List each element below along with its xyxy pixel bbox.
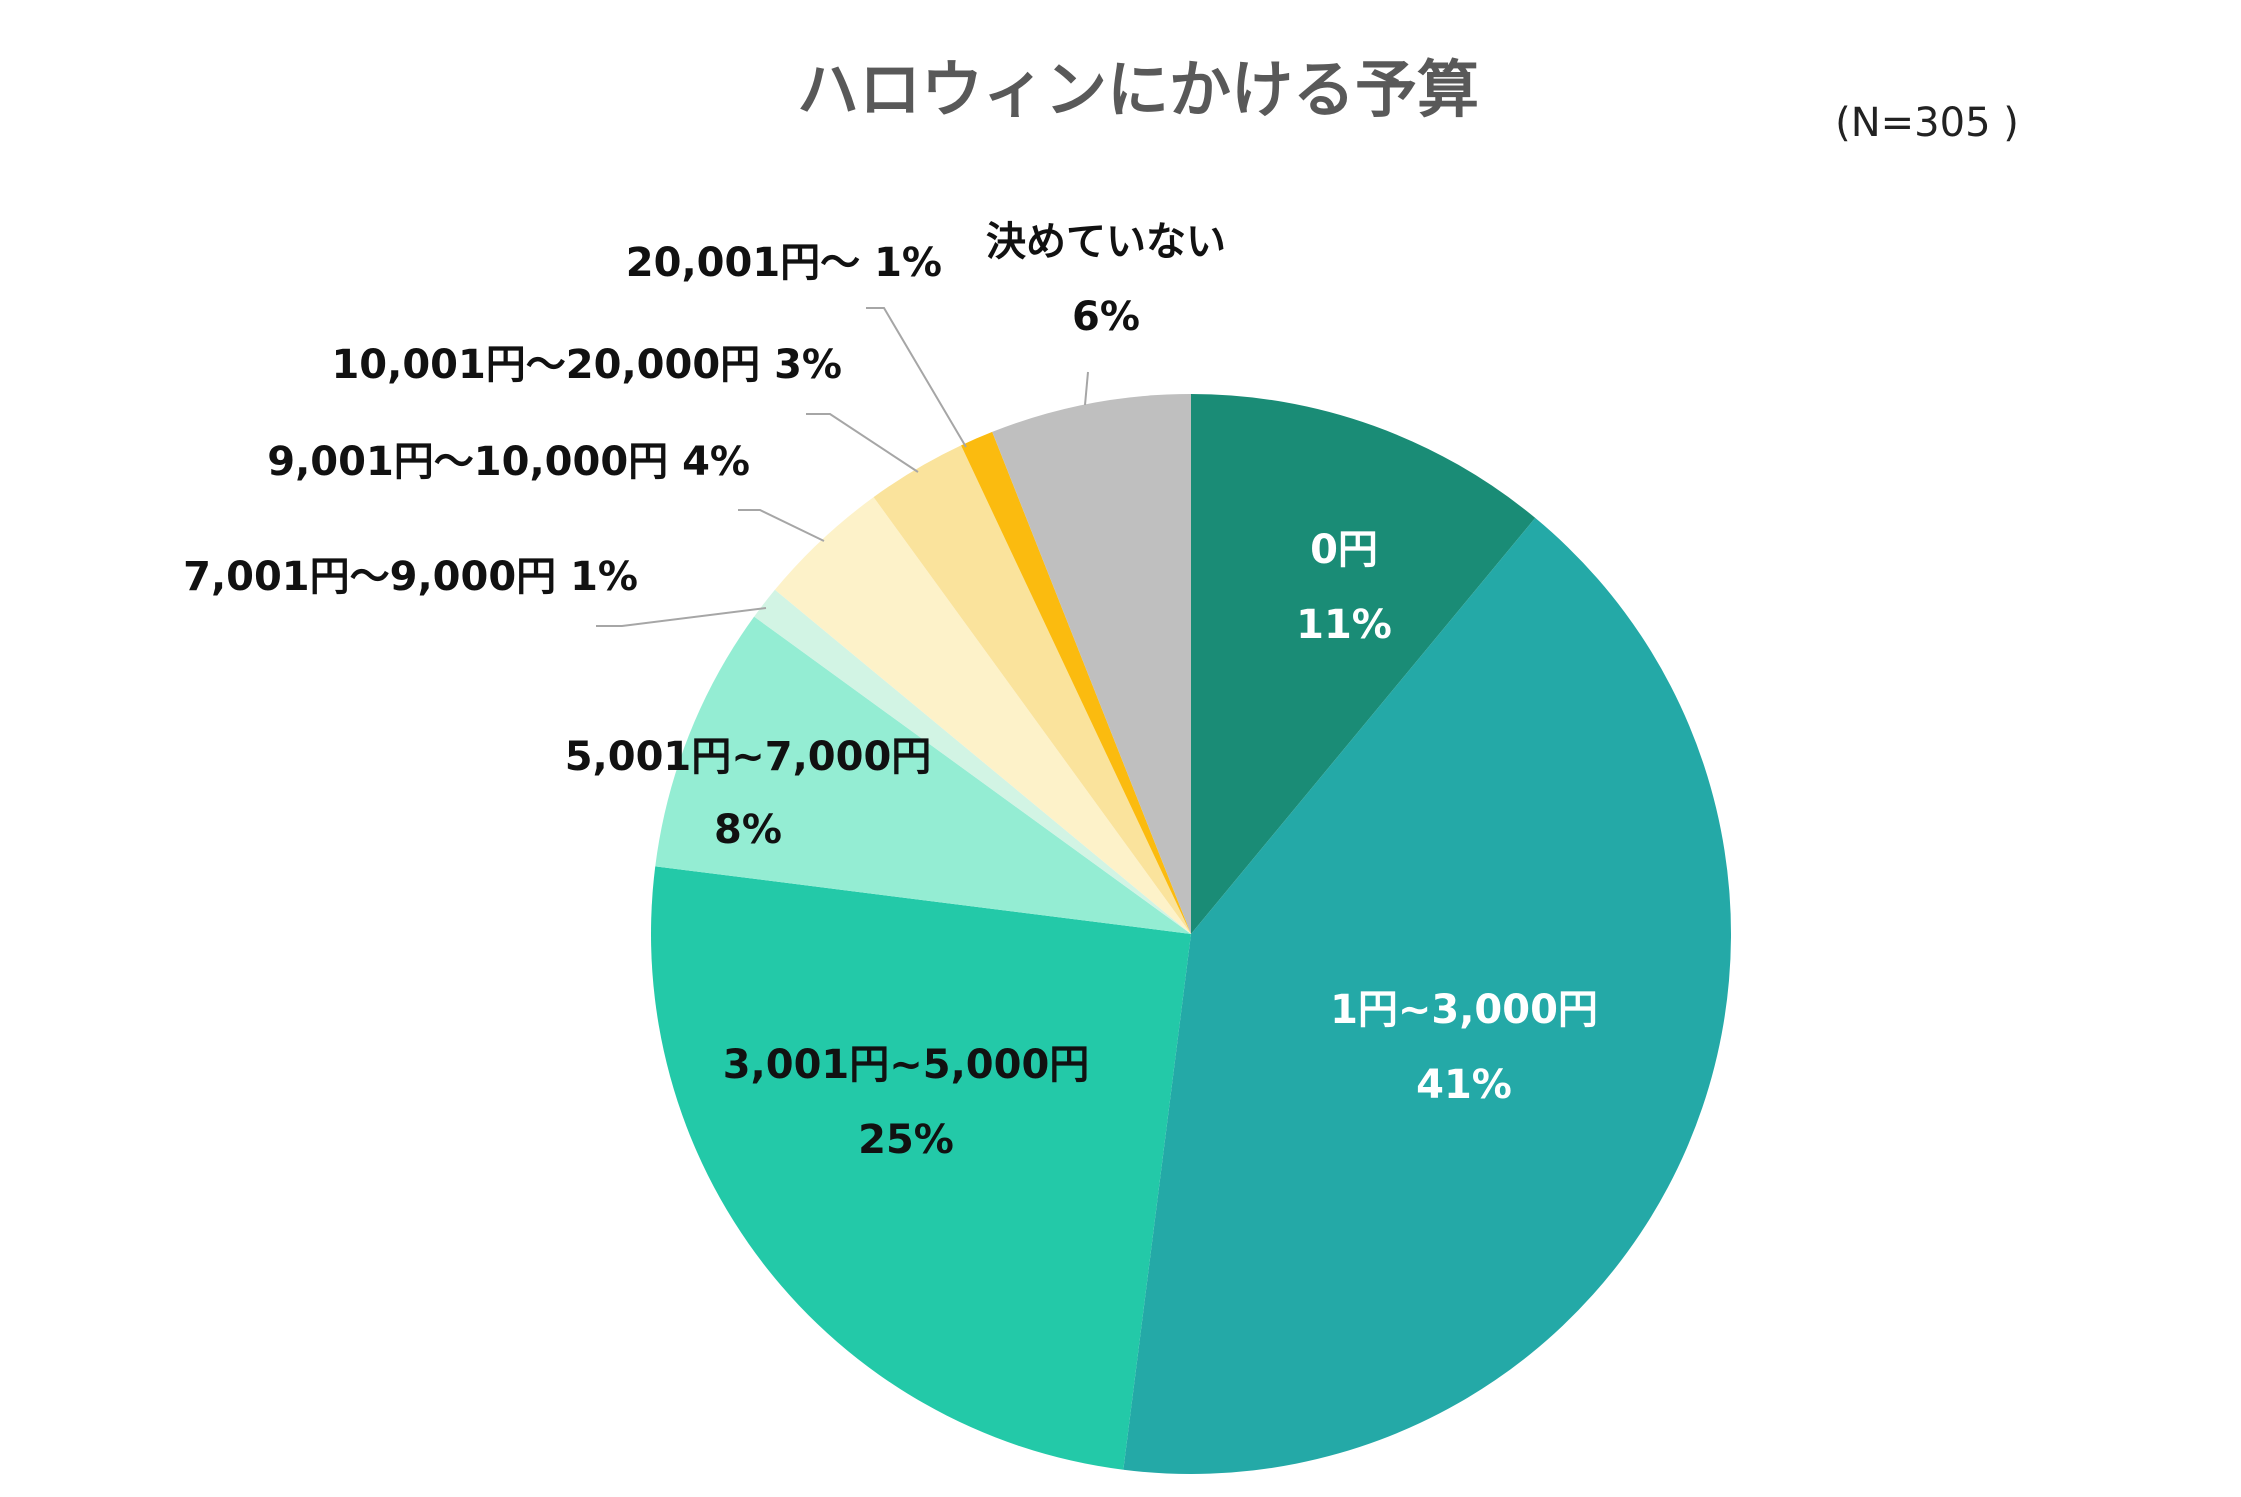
slice-label-5001-7000yen: 5,001円~7,000円 <box>565 734 932 780</box>
pie-slice-9001-10000yen <box>774 497 1191 934</box>
slice-label-10001-20000yen: 10,001円～20,000円 3% <box>331 342 842 388</box>
slice-label-9001-10000yen: 9,001円～10,000円 4% <box>267 439 750 485</box>
leader-line-undecided <box>1084 371 1089 406</box>
slice-value-0yen: 11% <box>1296 602 1392 648</box>
pie-slice-1-3000yen <box>1123 517 1732 1474</box>
slice-label-0yen: 0円 <box>1310 527 1378 573</box>
slice-label-undecided: 決めていない <box>986 219 1226 265</box>
slice-label-20001yen-plus: 20,001円～ 1% <box>626 240 942 286</box>
leader-line-9001-10000yen <box>738 509 825 542</box>
pie-slice-10001-20000yen <box>873 445 1191 934</box>
pie-slice-3001-5000yen <box>651 866 1191 1470</box>
slice-value-3001-5000yen: 25% <box>858 1117 954 1163</box>
pie-slice-20001yen-plus <box>961 431 1191 934</box>
leader-lines <box>596 307 1089 627</box>
slice-label-1-3000yen: 1円~3,000円 <box>1330 987 1598 1033</box>
leader-line-7001-9000yen <box>596 607 767 627</box>
chart-title: ハロウィンにかける予算 <box>797 53 1479 126</box>
leader-line-20001yen-plus <box>866 307 967 448</box>
slice-value-1-3000yen: 41% <box>1416 1062 1512 1108</box>
pie-slices <box>651 394 1732 1474</box>
slice-value-undecided: 6% <box>1072 294 1140 340</box>
leader-line-10001-20000yen <box>806 413 919 473</box>
slice-label-7001-9000yen: 7,001円～9,000円 1% <box>183 554 638 600</box>
pie-slice-0yen <box>1191 394 1536 934</box>
sample-size-note: (N=305 ) <box>1835 100 2019 146</box>
slice-label-3001-5000yen: 3,001円~5,000円 <box>723 1042 1090 1088</box>
pie-slice-undecided <box>992 394 1191 934</box>
pie-slice-7001-9000yen <box>754 589 1191 934</box>
slice-labels: 0円 11% 1円~3,000円 41% 3,001円~5,000円 25% 5,001円~… <box>183 219 1598 1163</box>
slice-value-5001-7000yen: 8% <box>714 807 782 853</box>
pie-slice-5001-7000yen <box>655 616 1191 934</box>
